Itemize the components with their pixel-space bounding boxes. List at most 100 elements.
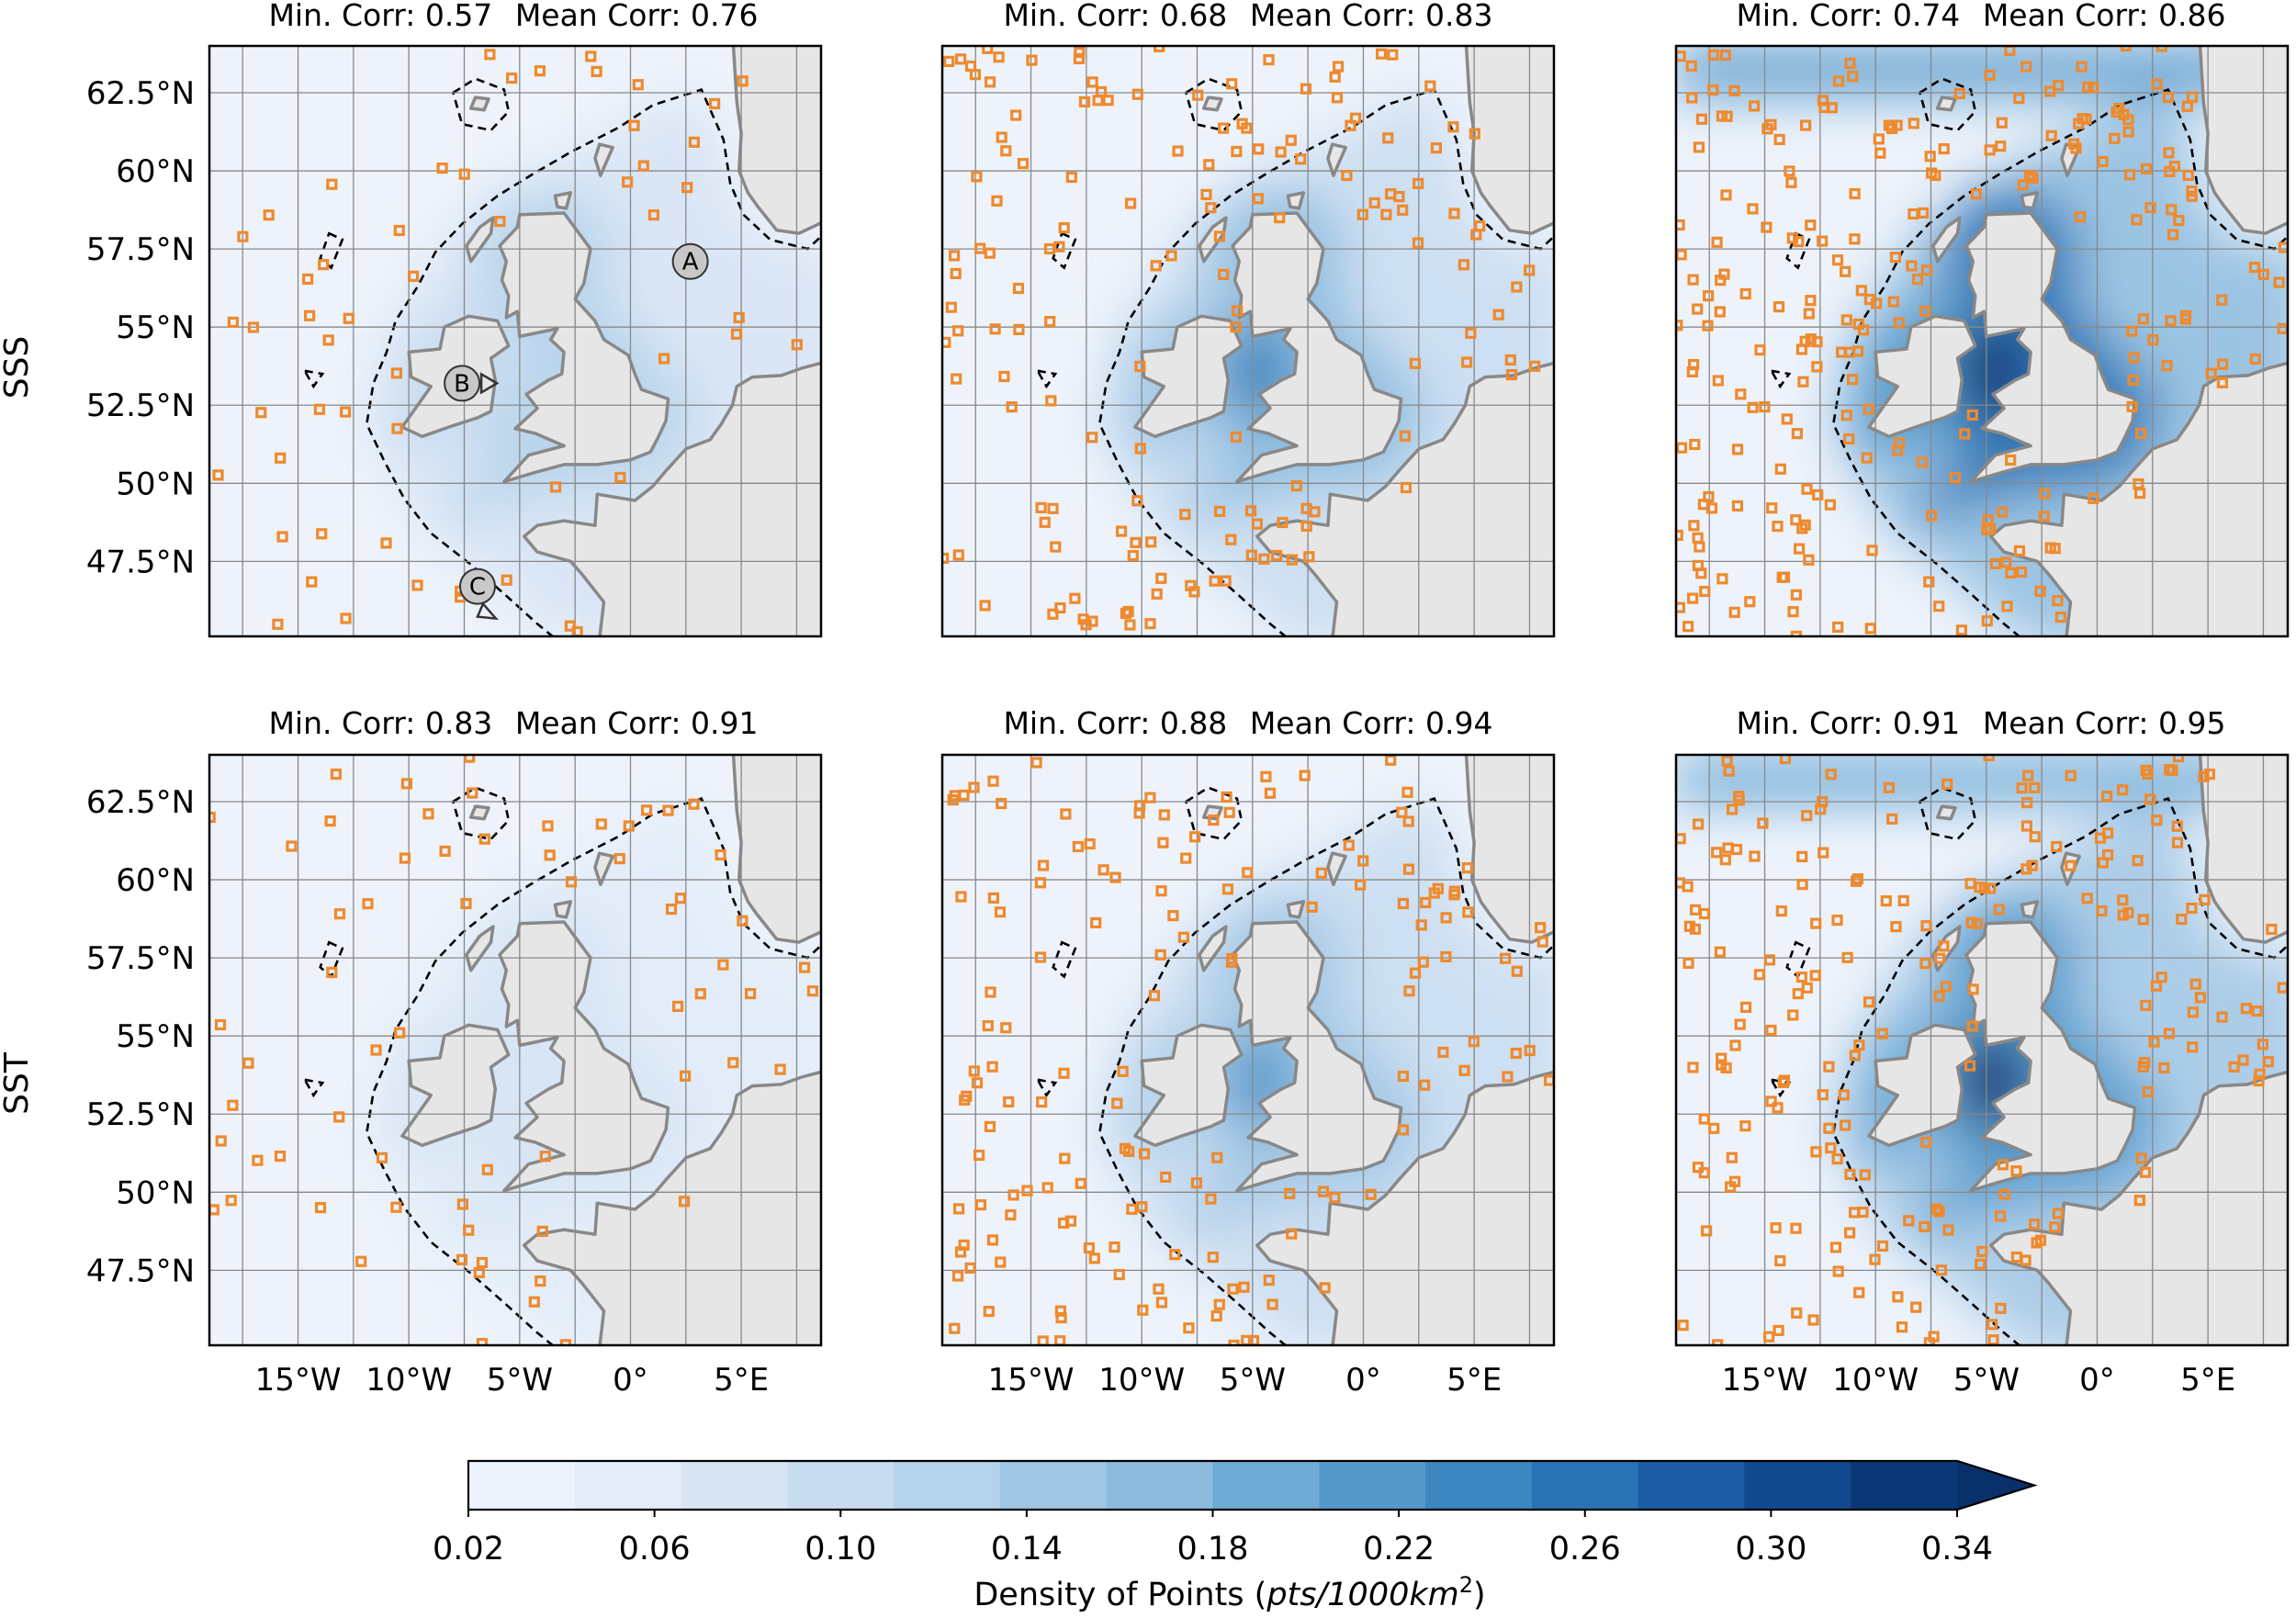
sample-point [2126, 400, 2138, 412]
sample-point [306, 576, 318, 588]
land [400, 46, 821, 636]
sample-point [313, 403, 326, 415]
sample-point [951, 373, 962, 385]
sample-point [2126, 325, 2138, 337]
sample-point [1759, 401, 1771, 413]
sample-point [987, 892, 1000, 904]
sample-point [1770, 1222, 1782, 1234]
sample-point [2186, 91, 2199, 103]
sample-point [1812, 489, 1824, 500]
sample-point [536, 1225, 548, 1238]
sample-point [1448, 889, 1460, 901]
sample-point [1415, 919, 1427, 931]
sample-point [1207, 1251, 1219, 1264]
sample-point [1177, 931, 1189, 943]
sample-point [2020, 61, 2032, 73]
sample-point [1824, 499, 1836, 511]
sample-point [2131, 214, 2143, 226]
sample-point [1863, 293, 1875, 306]
sample-point [2022, 770, 2034, 781]
sample-point [1693, 141, 1705, 153]
sampling-points [212, 49, 803, 636]
sample-point [1218, 268, 1230, 280]
colorbar-label-prefix: Density of Points ( [974, 1577, 1266, 1613]
sample-point [528, 1296, 540, 1308]
sample-point [964, 60, 977, 73]
sample-point [958, 789, 970, 802]
sample-point [1906, 260, 1918, 272]
panel-title: Min. Corr: 0.57 Mean Corr: 0.76 [268, 0, 758, 33]
panel-frame [1674, 753, 2290, 1347]
sample-point [2216, 1011, 2228, 1023]
sample-point [394, 1027, 406, 1039]
sample-point [1823, 1061, 1835, 1073]
sample-point [1210, 1309, 1222, 1322]
sample-point [1041, 1182, 1053, 1194]
sample-point [2135, 427, 2147, 439]
sample-point [1511, 965, 1523, 977]
sample-point [1205, 1193, 1217, 1205]
sample-point [1044, 316, 1056, 328]
sample-point [1773, 133, 1785, 146]
sample-point [1155, 1297, 1167, 1309]
sample-point [1397, 1070, 1409, 1083]
sample-point [1065, 171, 1077, 184]
sample-point [1676, 529, 1683, 542]
sample-point [1271, 549, 1283, 562]
sample-point [947, 793, 959, 806]
sample-point [2251, 1006, 2263, 1017]
sample-point [1688, 359, 1700, 371]
sample-point [1221, 883, 1233, 895]
sample-point [1766, 502, 1778, 514]
colorbar-segment [1106, 1461, 1214, 1510]
sample-point [955, 891, 967, 903]
sampling-points [942, 46, 1541, 631]
sample-point [1801, 810, 1813, 822]
sample-point [1412, 237, 1424, 249]
sample-point [688, 798, 700, 810]
sample-point [322, 334, 334, 346]
sample-point [1772, 520, 1784, 533]
sample-point [678, 1196, 691, 1208]
sample-point [2144, 202, 2156, 214]
sample-point [1012, 282, 1025, 295]
sample-point [1683, 920, 1695, 932]
sample-point [1133, 807, 1145, 819]
sample-point [1303, 551, 1315, 563]
sample-point [2180, 309, 2192, 321]
sample-point [1829, 1242, 1841, 1253]
sample-point [1817, 1089, 1829, 1101]
sample-point [1785, 176, 1797, 188]
sample-point [1731, 444, 1744, 455]
sample-point [1030, 757, 1042, 769]
sample-point [1244, 505, 1257, 517]
panel-frame [1674, 44, 2290, 638]
sample-point [1007, 1189, 1019, 1201]
sample-point [2171, 820, 2183, 832]
sample-point [2122, 906, 2134, 919]
sample-point [1897, 894, 1909, 906]
sample-point [1800, 119, 1812, 131]
sample-point [1341, 170, 1353, 182]
sample-point [806, 985, 819, 997]
sample-point [2135, 1152, 2147, 1164]
sample-point [2140, 764, 2152, 776]
sample-point [1458, 1064, 1470, 1076]
site-marker-label: C [469, 574, 486, 601]
shelf-break-contour [1035, 77, 1554, 636]
sample-point [2187, 1006, 2200, 1018]
sample-point [1869, 1253, 1881, 1265]
sample-point [1986, 1319, 1998, 1331]
sample-point [1995, 1302, 2007, 1314]
sample-point [227, 316, 239, 328]
sample-point [1720, 189, 1732, 201]
sample-point [1075, 1177, 1086, 1189]
sample-point [1896, 1321, 1908, 1333]
sample-point [1933, 990, 1945, 1002]
sample-point [1996, 117, 2008, 129]
sample-point [1113, 1268, 1125, 1281]
sample-point [1919, 958, 1931, 970]
sample-point [2117, 894, 2129, 906]
sample-point [1236, 118, 1248, 129]
sample-point [314, 1202, 327, 1214]
